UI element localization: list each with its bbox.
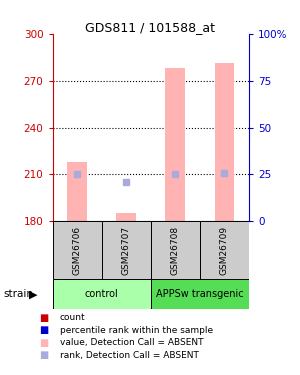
- Text: GSM26708: GSM26708: [171, 226, 180, 275]
- Text: APPSw transgenic: APPSw transgenic: [156, 290, 244, 299]
- Text: count: count: [60, 314, 85, 322]
- Bar: [200, 221, 249, 279]
- Text: ■: ■: [39, 338, 48, 348]
- Bar: [102, 221, 151, 279]
- Bar: [151, 221, 200, 279]
- Text: control: control: [85, 290, 118, 299]
- Text: rank, Detection Call = ABSENT: rank, Detection Call = ABSENT: [60, 351, 199, 360]
- Text: GSM26707: GSM26707: [122, 226, 131, 275]
- Text: value, Detection Call = ABSENT: value, Detection Call = ABSENT: [60, 338, 203, 347]
- Text: ■: ■: [39, 350, 48, 360]
- Text: ▶: ▶: [28, 290, 37, 299]
- Bar: [67, 162, 87, 221]
- Bar: [166, 68, 185, 221]
- Bar: [116, 213, 136, 221]
- Text: percentile rank within the sample: percentile rank within the sample: [60, 326, 213, 335]
- Bar: [52, 221, 102, 279]
- Text: GDS811 / 101588_at: GDS811 / 101588_at: [85, 21, 215, 34]
- Text: GSM26709: GSM26709: [220, 226, 229, 275]
- Bar: [151, 279, 249, 309]
- Text: ■: ■: [39, 313, 48, 323]
- Text: GSM26706: GSM26706: [73, 226, 82, 275]
- Bar: [214, 63, 234, 221]
- Bar: [52, 279, 151, 309]
- Text: ■: ■: [39, 326, 48, 335]
- Text: strain: strain: [3, 290, 33, 299]
